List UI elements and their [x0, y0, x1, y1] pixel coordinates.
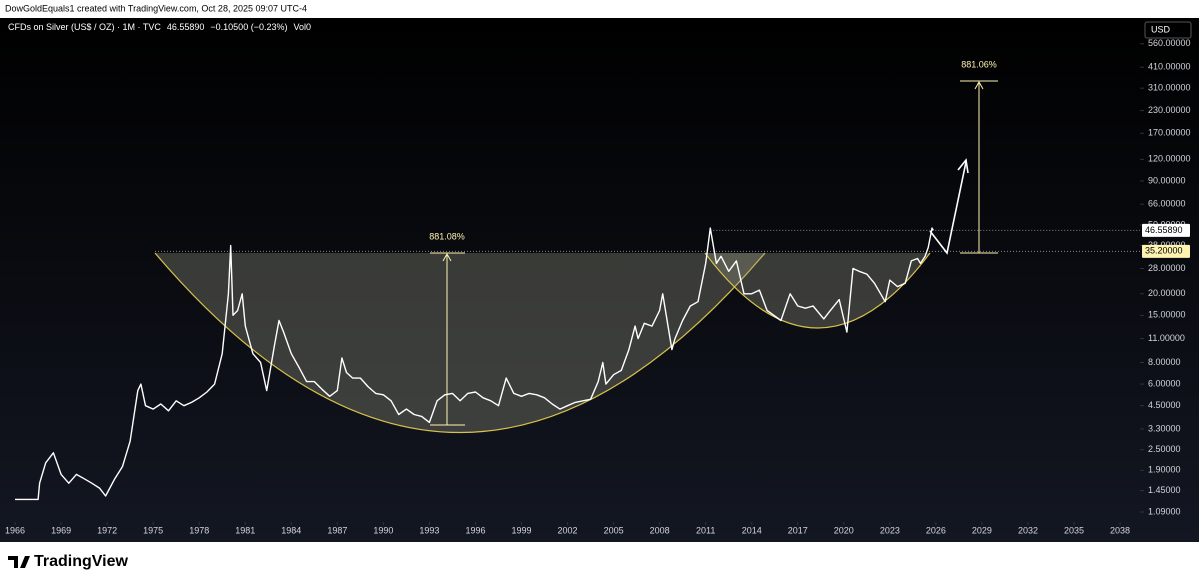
y-tick-label: 8.00000 — [1148, 357, 1181, 367]
y-tick-label: 66.00000 — [1148, 199, 1186, 209]
x-tick-label: 1978 — [189, 525, 209, 535]
legend-title: CFDs on Silver (US$ / OZ) · 1M · TVC — [8, 22, 161, 32]
y-tick-label: 560.00000 — [1148, 38, 1191, 48]
price-box — [1142, 244, 1190, 258]
x-tick-label: 2023 — [880, 525, 900, 535]
x-tick-label: 2032 — [1018, 525, 1038, 535]
x-tick-label: 2014 — [742, 525, 762, 535]
measures — [430, 80, 998, 426]
y-tick-label: 15.00000 — [1148, 310, 1186, 320]
x-tick-label: 2005 — [604, 525, 624, 535]
legend-change: −0.10500 (−0.23%) — [210, 22, 287, 32]
y-tick-label: 4.50000 — [1148, 400, 1181, 410]
y-tick-label: 230.00000 — [1148, 105, 1191, 115]
projection-arrow — [929, 158, 969, 255]
measure-arrowhead — [974, 80, 984, 90]
x-tick-label: 1984 — [281, 525, 301, 535]
x-tick-label: 1999 — [511, 525, 531, 535]
y-tick-label: 120.00000 — [1148, 154, 1191, 164]
cup-curve — [154, 252, 766, 433]
x-tick-label: 2011 — [696, 525, 715, 535]
y-tick-label: 6.00000 — [1148, 378, 1181, 388]
measure-arrowhead — [442, 252, 452, 262]
plot: 560.00000 410.00000 310.00000 230.00000 170.… — [5, 38, 1191, 535]
logo-text: TradingView — [34, 553, 129, 570]
x-tick-label: 1990 — [373, 525, 393, 535]
y-tick-label: 3.30000 — [1148, 423, 1181, 433]
x-tick-label: 1975 — [143, 525, 163, 535]
header-bar — [0, 0, 1199, 18]
x-tick-label: 1981 — [235, 525, 255, 535]
legend-quote: 46.55890 — [167, 22, 205, 32]
y-tick-label: 1.09000 — [1148, 506, 1181, 516]
y-tick-label: 11.00000 — [1148, 333, 1185, 343]
legend: CFDs on Silver (US$ / OZ) · 1M · TVC 46.5… — [8, 22, 311, 32]
price-label: 35.20000 — [1145, 246, 1183, 256]
x-tick-label: 1987 — [327, 525, 347, 535]
price-label: 46.55890 — [1145, 225, 1183, 235]
y-tick-label: 2.50000 — [1148, 444, 1181, 454]
measure-label: 881.08% — [429, 231, 465, 241]
footer-bar — [0, 542, 1199, 581]
currency-box — [1144, 21, 1192, 39]
x-tick-label: 2020 — [834, 525, 854, 535]
logo: TradingView — [8, 553, 129, 570]
cups — [154, 252, 931, 433]
handle-curve — [704, 252, 931, 329]
x-tick-label: 2002 — [558, 525, 578, 535]
y-tick-label: 1.45000 — [1148, 485, 1181, 495]
y-tick-label: 310.00000 — [1148, 83, 1191, 93]
y-tick-label: 90.00000 — [1148, 175, 1186, 185]
x-tick-label: 1993 — [419, 525, 439, 535]
logo-icon — [8, 556, 30, 568]
x-tick-label: 1996 — [465, 525, 485, 535]
x-tick-label: 1972 — [97, 525, 117, 535]
price-box — [1142, 223, 1190, 237]
x-tick-label: 2017 — [788, 525, 808, 535]
x-tick-label: 2038 — [1110, 525, 1130, 535]
x-tick-label: 2026 — [926, 525, 946, 535]
x-tick-label: 1969 — [51, 525, 71, 535]
currency: USD — [1151, 24, 1171, 34]
y-tick-label: 20.00000 — [1148, 288, 1186, 298]
price-line-series — [15, 227, 934, 501]
y-tick-label: 410.00000 — [1148, 62, 1191, 72]
legend-volume: Vol0 — [293, 22, 311, 32]
chart-background — [0, 18, 1199, 542]
y-tick-label: 1.90000 — [1148, 465, 1181, 475]
x-tick-label: 2029 — [972, 525, 992, 535]
x-tick-label: 1966 — [5, 525, 25, 535]
header-text: DowGoldEquals1 created with TradingView.… — [5, 3, 307, 13]
y-tick-label: 170.00000 — [1148, 128, 1191, 138]
x-tick-label: 2035 — [1064, 525, 1084, 535]
x-tick-label: 2008 — [650, 525, 670, 535]
y-tick-label: 28.00000 — [1148, 263, 1186, 273]
measure-label: 881.06% — [961, 59, 997, 69]
